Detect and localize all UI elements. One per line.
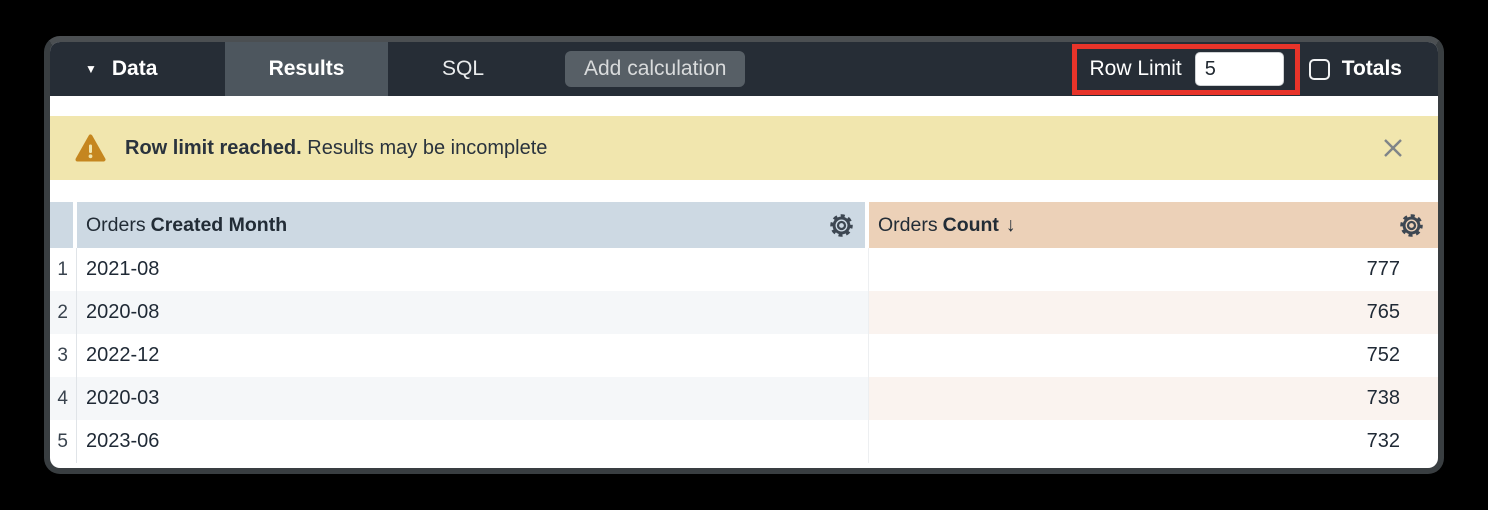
results-table: Orders Created Month Orders Count ↓ — [50, 202, 1438, 463]
cell-count[interactable]: 752 — [1366, 344, 1400, 366]
column-gear-button[interactable] — [828, 212, 855, 239]
tab-results-label: Results — [268, 57, 345, 80]
row-number-header — [50, 202, 77, 248]
banner-close-button[interactable] — [1376, 131, 1410, 165]
banner-message-bold: Row limit reached. — [125, 136, 302, 159]
cell-count[interactable]: 765 — [869, 291, 1438, 334]
table-row: 1 2021-08 777 — [50, 248, 1438, 291]
cell-created-month[interactable]: 2020-03 — [77, 377, 869, 420]
totals-checkbox[interactable] — [1308, 58, 1330, 80]
column-gear-button[interactable] — [1398, 212, 1425, 239]
column-field-label: Created Month — [150, 213, 288, 236]
row-number: 4 — [50, 377, 77, 420]
column-view-label: Orders — [86, 213, 146, 236]
row-number: 1 — [50, 248, 77, 291]
row-limit-label: Row Limit — [1089, 57, 1182, 80]
explorer-window: ▼ Data Results SQL Add calculation Row L… — [44, 36, 1444, 474]
cell-count[interactable]: 738 — [869, 377, 1438, 420]
totals-control: Totals — [1308, 57, 1402, 81]
banner-message: Row limit reached. Results may be incomp… — [125, 137, 1376, 160]
row-limit-input[interactable] — [1194, 52, 1284, 86]
banner-message-rest: Results may be incomplete — [301, 136, 548, 159]
table-row: 5 2023-06 732 — [50, 420, 1438, 463]
tab-sql[interactable]: SQL — [388, 42, 538, 96]
cell-count[interactable]: 777 — [1366, 258, 1400, 280]
caret-down-icon: ▼ — [85, 62, 97, 76]
cell-created-month[interactable]: 2022-12 — [77, 334, 869, 377]
table-row: 2 2020-08 765 — [50, 291, 1438, 334]
column-view-label: Orders — [878, 213, 938, 236]
toolbar-spacer — [745, 42, 1071, 96]
tab-data[interactable]: ▼ Data — [50, 42, 225, 96]
cell-count[interactable]: 732 — [1366, 430, 1400, 452]
row-number: 5 — [50, 420, 77, 463]
row-number: 2 — [50, 291, 77, 334]
add-calculation-button[interactable]: Add calculation — [565, 51, 746, 87]
gear-icon — [830, 213, 853, 237]
row-limit-warning-banner: Row limit reached. Results may be incomp… — [50, 116, 1438, 180]
gear-icon — [1400, 213, 1423, 237]
sort-desc-arrow-icon: ↓ — [1005, 213, 1016, 236]
column-header-count[interactable]: Orders Count ↓ — [869, 202, 1438, 248]
toolbar: ▼ Data Results SQL Add calculation Row L… — [50, 42, 1438, 96]
column-field-label: Count — [942, 213, 999, 236]
column-header-created-month[interactable]: Orders Created Month — [77, 202, 869, 248]
table-row: 4 2020-03 738 — [50, 377, 1438, 420]
close-icon — [1384, 139, 1402, 157]
table-header-row: Orders Created Month Orders Count ↓ — [50, 202, 1438, 248]
tab-sql-label: SQL — [441, 57, 485, 80]
row-number: 3 — [50, 334, 77, 377]
cell-created-month[interactable]: 2023-06 — [77, 420, 869, 463]
totals-label: Totals — [1341, 57, 1402, 80]
cell-created-month[interactable]: 2021-08 — [77, 248, 869, 291]
cell-created-month[interactable]: 2020-08 — [77, 291, 869, 334]
warning-icon — [75, 134, 106, 161]
tab-results[interactable]: Results — [225, 42, 388, 96]
tab-data-label: Data — [111, 57, 158, 80]
table-row: 3 2022-12 752 — [50, 334, 1438, 377]
annotation-highlight: Row Limit — [1071, 43, 1300, 95]
